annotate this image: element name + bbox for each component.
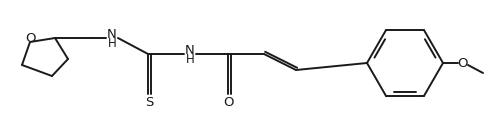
Text: O: O [224,96,234,109]
Text: N: N [107,27,117,40]
Text: S: S [144,96,153,109]
Text: N: N [185,43,195,56]
Text: O: O [457,56,468,70]
Text: H: H [185,52,194,66]
Text: O: O [25,31,35,44]
Text: H: H [107,36,116,50]
